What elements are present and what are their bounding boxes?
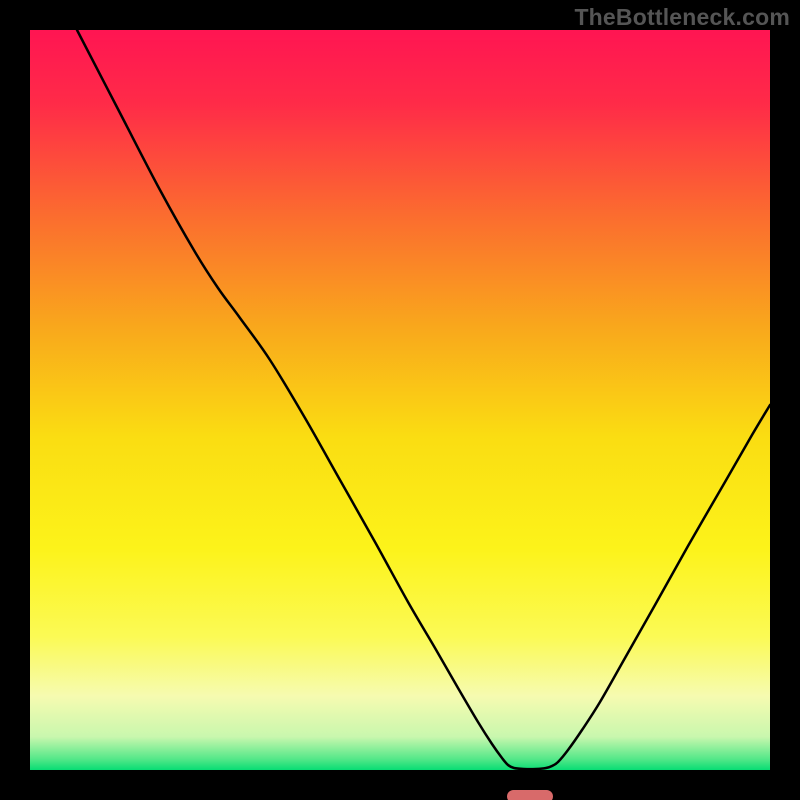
chart-stage: TheBottleneck.com — [0, 0, 800, 800]
watermark-text: TheBottleneck.com — [574, 4, 790, 31]
plot-area — [30, 30, 770, 770]
bottleneck-chart — [0, 0, 800, 800]
optimal-marker — [507, 790, 553, 800]
